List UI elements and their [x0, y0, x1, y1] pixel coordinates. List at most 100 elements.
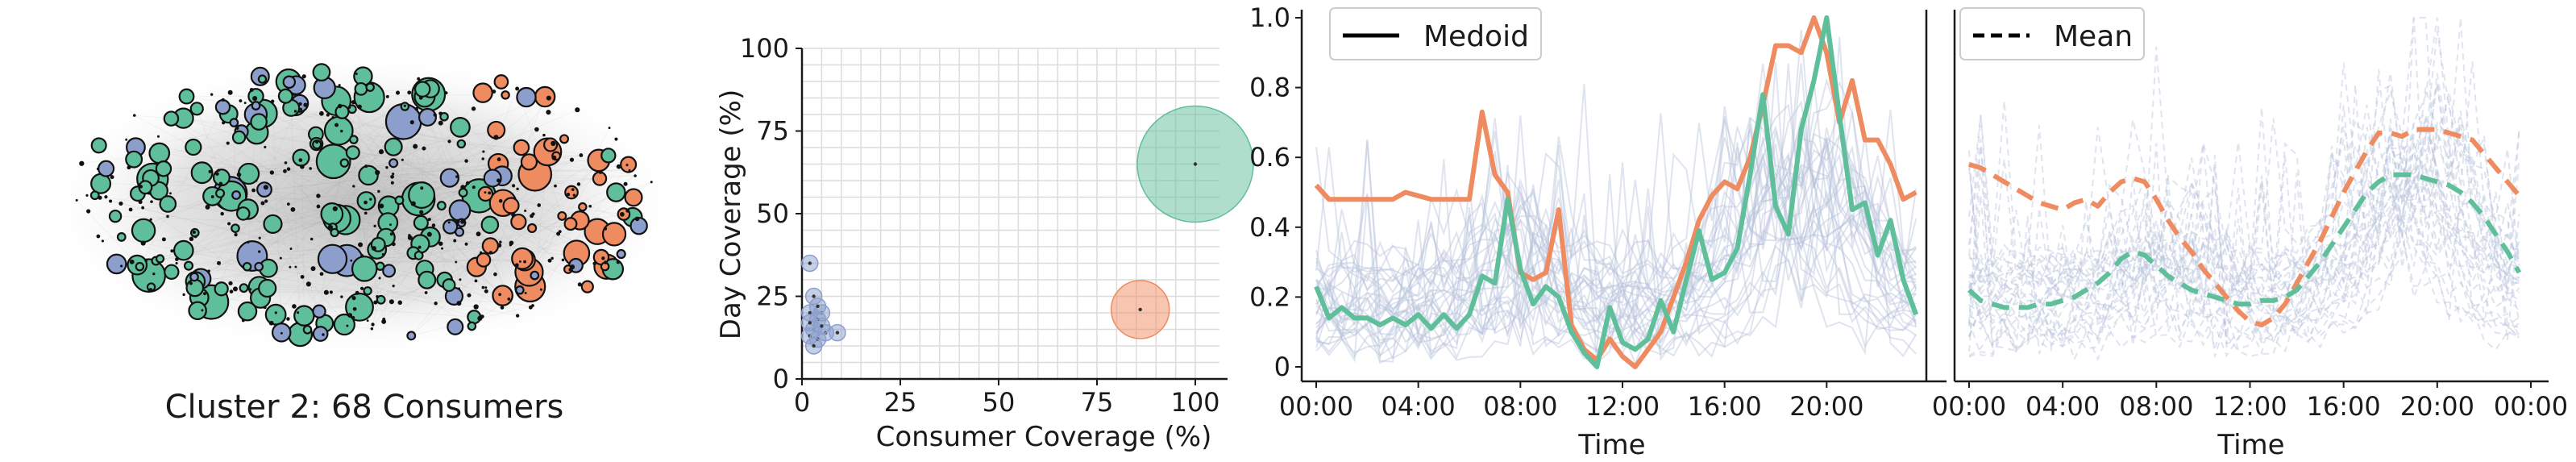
- network-node-dot: [493, 135, 499, 140]
- network-edge: [212, 155, 581, 197]
- network-node-orange: [620, 156, 638, 173]
- network-node-dot: [497, 243, 502, 248]
- network-node-dot: [433, 113, 437, 117]
- network-node-dot: [264, 199, 268, 203]
- network-node-green: [363, 286, 372, 296]
- network-edge: [160, 258, 436, 304]
- network-node-green: [347, 104, 357, 114]
- network-node-dot: [616, 260, 621, 264]
- network-node-dot: [447, 221, 451, 224]
- network-node-orange: [520, 153, 538, 171]
- network-edge: [271, 172, 320, 312]
- network-node-blue: [448, 199, 472, 222]
- network-node-dot: [156, 135, 160, 138]
- network-node-dot: [391, 242, 396, 247]
- network-edge: [351, 109, 382, 152]
- network-node-dot: [418, 96, 423, 100]
- scatter-point-center: [808, 261, 812, 265]
- mean-background-lines: [1968, 17, 2520, 362]
- network-node-dot: [229, 289, 234, 293]
- network-node-dot: [280, 331, 283, 335]
- background-consumer-line: [1315, 106, 1917, 335]
- network-edge: [151, 144, 317, 202]
- network-node-dot: [85, 194, 89, 197]
- network-node-dot: [481, 157, 484, 160]
- network-node-dot: [472, 185, 476, 189]
- network-node-dot: [497, 157, 501, 162]
- network-node-blue: [515, 285, 525, 295]
- background-consumer-line: [1968, 110, 2520, 306]
- network-node-green: [237, 301, 258, 322]
- network-node-dot: [301, 74, 306, 79]
- network-node-dot: [371, 323, 375, 327]
- background-consumer-line: [1315, 63, 1917, 281]
- network-node-green: [600, 148, 617, 164]
- network-node-dot: [352, 185, 355, 188]
- network-node-green: [183, 260, 194, 271]
- scatter-y-tick-label: 75: [756, 116, 789, 147]
- network-node-dot: [566, 192, 571, 197]
- network-edge: [368, 160, 467, 176]
- network-edge: [102, 116, 428, 242]
- network-node-dot: [360, 254, 364, 258]
- network-node-green: [436, 201, 447, 211]
- network-edge: [416, 109, 461, 280]
- network-node-green: [214, 281, 229, 297]
- network-edge: [160, 148, 425, 260]
- network-node-dot: [140, 240, 146, 246]
- network-node-green: [439, 111, 449, 122]
- network-node-dot: [338, 84, 341, 87]
- network-node-dot: [370, 327, 374, 331]
- network-edge: [121, 236, 177, 260]
- network-node-dot: [210, 195, 214, 198]
- network-node-dot: [403, 104, 406, 107]
- network-node-dot: [458, 287, 461, 290]
- network-node-dot: [208, 169, 212, 173]
- network-node-dot: [355, 73, 358, 76]
- network-node-blue: [254, 261, 264, 272]
- line-y-tick-label: 0.2: [1249, 281, 1290, 312]
- network-node-dot: [576, 182, 581, 186]
- network-node-dot: [392, 285, 395, 288]
- network-node-green: [89, 190, 100, 201]
- network-node-dot: [455, 260, 458, 264]
- line-x-tick-label: 04:00: [1381, 391, 1456, 422]
- network-node-dot: [523, 260, 526, 264]
- network-node-orange: [534, 85, 556, 108]
- network-node-green: [215, 188, 226, 198]
- network-nodes: [75, 63, 653, 348]
- network-node-green: [190, 161, 214, 185]
- network-edge: [241, 131, 431, 238]
- line-x-tick-label: 16:00: [2307, 391, 2381, 422]
- line-y-tick-label: 0.6: [1249, 142, 1290, 173]
- background-consumer-line: [1315, 63, 1917, 326]
- network-node-orange: [513, 139, 530, 156]
- network-node-dot: [283, 169, 287, 173]
- network-node-dot: [623, 181, 628, 186]
- network-node-dot: [149, 218, 152, 221]
- network-node-dot: [524, 209, 527, 212]
- network-node-blue: [406, 331, 417, 341]
- network-node-dot: [456, 301, 462, 306]
- network-node-dot: [247, 240, 250, 244]
- network-node-dot: [236, 172, 242, 177]
- network-node-dot: [192, 230, 197, 235]
- network-node-dot: [258, 236, 261, 239]
- network-node-dot: [625, 164, 629, 167]
- network-node-dot: [481, 285, 485, 289]
- network-node-dot: [241, 318, 245, 323]
- network-node-dot: [390, 181, 394, 185]
- network-node-dot: [234, 232, 238, 237]
- network-edge: [128, 167, 456, 263]
- network-edge: [287, 165, 367, 319]
- network-node-dot: [203, 292, 206, 296]
- network-node-green: [277, 88, 293, 104]
- network-node-dot: [389, 223, 392, 227]
- background-consumer-line: [1968, 162, 2520, 353]
- network-title: Cluster 2: 68 Consumers: [165, 389, 564, 426]
- background-consumer-line: [1968, 150, 2520, 352]
- network-node-dot: [260, 201, 265, 206]
- network-node-dot: [189, 281, 193, 285]
- network-node-dot: [418, 245, 422, 249]
- network-node-green: [90, 137, 107, 154]
